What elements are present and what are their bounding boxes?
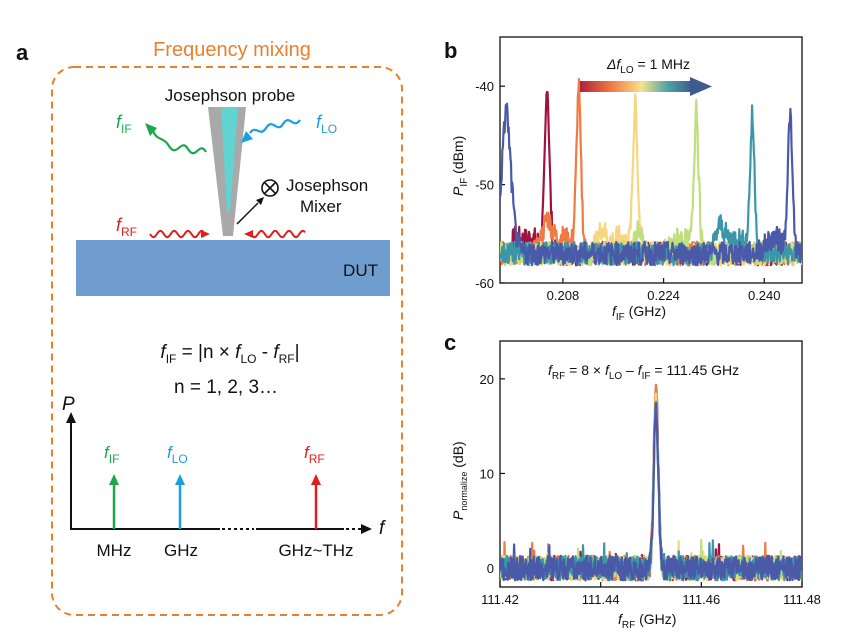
probe-core: [221, 107, 238, 212]
spectrum-if-label: fIF: [104, 443, 119, 466]
chart-c-xtick-label: 111.48: [783, 592, 821, 607]
delta-lo-label: ΔfLO = 1 MHz: [606, 56, 690, 76]
chart-c-series-line: [500, 400, 802, 582]
f-rf-label: fRF: [116, 215, 137, 239]
f-lo-wave: [249, 119, 301, 134]
panel-c-label: c: [444, 330, 456, 355]
spectrum-lo-label: fLO: [167, 443, 188, 466]
rf-wave-left: [149, 229, 204, 239]
chart-b-series-line: [500, 102, 802, 267]
chart-b-ytick-label: -50: [475, 178, 494, 193]
chart-b-xtick-label: 0.224: [647, 288, 680, 303]
chart-c-xtick-label: 111.42: [481, 592, 519, 607]
chart-c-series-line: [500, 403, 802, 582]
chart-c-ytick-label: 0: [487, 561, 494, 576]
tick-mhz: MHz: [97, 541, 132, 560]
chart-c-ytick-label: 20: [480, 372, 494, 387]
rf-wave-right: [250, 229, 306, 239]
chart-c-xtick-label: 111.44: [582, 592, 620, 607]
chart-b: 0.208 0.224 0.240 -40 -50 -60: [475, 78, 802, 303]
dashed-frame: [51, 66, 403, 616]
dut-block: [76, 240, 390, 296]
chart-c-ytick-label: 10: [480, 466, 494, 481]
tick-ghz: GHz: [164, 541, 198, 560]
chart-c-xtick-label: 111.46: [682, 592, 720, 607]
tick-ghz-thz: GHz~THz: [278, 541, 353, 560]
delta-lo-gradient-bar: [580, 81, 692, 92]
equation-n: n = 1, 2, 3…: [174, 377, 278, 398]
chart-b-ytick-label: -40: [475, 79, 494, 94]
chart-c-xlabel: fRF (GHz): [618, 611, 676, 631]
chart-b-frame: [499, 36, 803, 284]
panel-a-title: Frequency mixing: [153, 39, 311, 61]
dut-label: DUT: [343, 261, 378, 280]
f-if-arrowhead: [145, 123, 157, 136]
chart-b-ytick-label: -60: [475, 276, 494, 291]
panel-a-label: a: [16, 40, 29, 65]
chart-c-ylabel: Pnormalize (dB): [450, 441, 469, 520]
mixer-pointer: [236, 202, 259, 225]
spectrum-rf-label: fRF: [304, 443, 325, 466]
mixer-symbol-icon: [261, 179, 279, 197]
mixer-label-2: Mixer: [300, 197, 342, 216]
equation-if: fIF = |n × fLO - fRF|: [160, 342, 299, 366]
f-if-label: fIF: [116, 112, 132, 136]
chart-b-xtick-label: 0.208: [547, 288, 580, 303]
f-axis-label: f: [379, 518, 386, 539]
p-axis-label: P: [62, 394, 75, 415]
chart-c: 111.42 111.44 111.46 111.48 0 10 20: [480, 372, 821, 607]
chart-c-annotation: fRF = 8 × fLO – fIF = 111.45 GHz: [548, 362, 739, 382]
panel-b-label: b: [444, 38, 457, 63]
chart-b-xtick-label: 0.240: [748, 288, 781, 303]
mixer-label-1: Josephson: [286, 176, 368, 195]
delta-lo-arrowhead: [690, 77, 712, 96]
f-lo-arrowhead: [241, 131, 253, 143]
josephson-probe-label: Josephson probe: [165, 86, 295, 105]
chart-b-xlabel: fIF (GHz): [612, 303, 666, 323]
chart-c-frame: [499, 340, 803, 588]
f-lo-label: fLO: [316, 112, 337, 136]
chart-b-ylabel: PIF (dBm): [450, 136, 470, 196]
f-if-wave: [151, 130, 207, 155]
